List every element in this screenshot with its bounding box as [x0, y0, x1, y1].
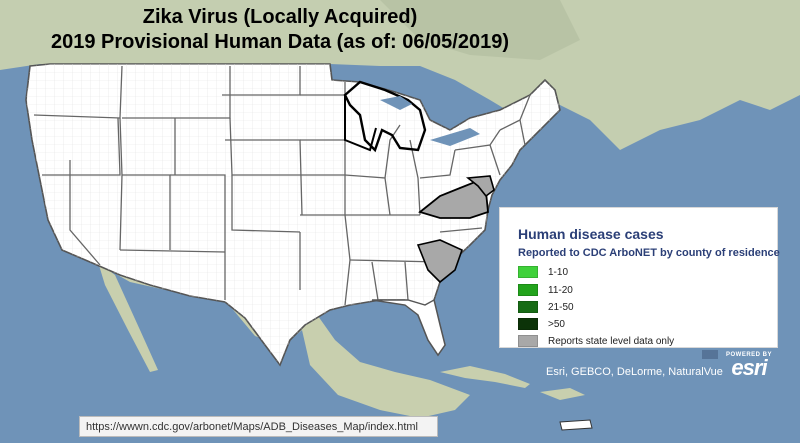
legend-label: >50	[548, 318, 565, 330]
legend-item: 21-50	[518, 300, 574, 314]
state-borders	[33, 65, 531, 306]
source-url[interactable]: https://wwwn.cdc.gov/arbonet/Maps/ADB_Di…	[79, 416, 438, 437]
legend-label: Reports state level data only	[548, 335, 675, 347]
logo-word: esri	[731, 355, 767, 380]
legend-swatch	[518, 284, 538, 296]
legend-swatch	[518, 301, 538, 313]
map-attribution[interactable]: Esri, GEBCO, DeLorme, NaturalVue	[546, 366, 723, 378]
legend-swatch	[518, 318, 538, 330]
wisconsin-outline	[344, 95, 377, 152]
canada-land	[0, 0, 800, 150]
legend-label: 21-50	[548, 301, 574, 313]
map-title: Zika Virus (Locally Acquired)	[142, 6, 418, 28]
legend-swatch	[518, 266, 538, 278]
great-lakes	[380, 96, 480, 146]
legend-label: 11-20	[548, 284, 573, 296]
maryland-delaware-state[interactable]	[465, 175, 495, 198]
logo-powered-by: POWERED BY	[725, 352, 772, 358]
north-land-shade	[380, 0, 580, 60]
scale-indicator	[702, 350, 718, 359]
us-county-grid	[26, 64, 560, 365]
florida-outline	[371, 298, 446, 357]
legend-item: 11-20	[518, 283, 573, 297]
baja-peninsula	[98, 262, 158, 372]
south-carolina-state[interactable]	[416, 239, 463, 284]
legend-subtitle: Reported to CDC ArboNET by county of res…	[518, 247, 780, 259]
caribbean-island	[540, 388, 585, 400]
legend-swatch	[518, 335, 538, 347]
legend-item: 1-10	[518, 265, 568, 279]
michigan-outline	[343, 80, 427, 153]
esri-logo: POWERED BY esri	[718, 352, 780, 380]
puerto-rico	[559, 419, 593, 431]
legend-label: 1-10	[548, 266, 569, 278]
legend-item: Reports state level data only	[518, 334, 674, 348]
legend-panel: Human disease cases Reported to CDC Arbo…	[499, 207, 780, 348]
cuba-island	[440, 366, 530, 388]
legend-title: Human disease cases	[518, 226, 664, 242]
map-subtitle: 2019 Provisional Human Data (as of: 06/0…	[51, 31, 509, 53]
legend-item: >50	[518, 317, 565, 331]
